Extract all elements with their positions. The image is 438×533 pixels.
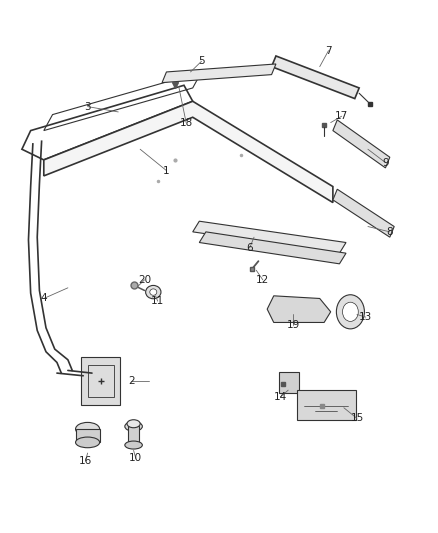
Text: 18: 18: [180, 118, 193, 127]
Text: 6: 6: [246, 243, 253, 253]
Polygon shape: [272, 56, 359, 99]
Ellipse shape: [125, 441, 142, 449]
Polygon shape: [267, 296, 331, 322]
Text: 11: 11: [151, 296, 164, 306]
Text: 16: 16: [79, 456, 92, 466]
Text: 5: 5: [198, 56, 205, 66]
Text: 7: 7: [325, 46, 332, 55]
Text: 8: 8: [386, 227, 393, 237]
Text: 20: 20: [138, 275, 151, 285]
Text: 10: 10: [129, 454, 142, 463]
Text: 3: 3: [84, 102, 91, 111]
Text: 14: 14: [274, 392, 287, 402]
Text: 1: 1: [163, 166, 170, 175]
Polygon shape: [199, 232, 346, 264]
Ellipse shape: [125, 422, 142, 431]
Ellipse shape: [150, 289, 157, 295]
Circle shape: [336, 295, 364, 329]
Ellipse shape: [127, 420, 140, 427]
Circle shape: [343, 302, 358, 321]
Polygon shape: [44, 101, 333, 203]
Text: 13: 13: [359, 312, 372, 322]
Text: 12: 12: [256, 275, 269, 285]
Bar: [128, 426, 139, 445]
Text: 4: 4: [40, 294, 47, 303]
FancyBboxPatch shape: [279, 372, 299, 393]
FancyBboxPatch shape: [297, 390, 356, 420]
Polygon shape: [333, 189, 394, 237]
Polygon shape: [162, 64, 276, 83]
Polygon shape: [193, 221, 346, 253]
Text: 15: 15: [350, 414, 364, 423]
Ellipse shape: [76, 437, 100, 448]
Text: 17: 17: [335, 111, 348, 121]
Text: 19: 19: [287, 320, 300, 330]
Polygon shape: [333, 120, 390, 168]
Ellipse shape: [145, 286, 161, 298]
Bar: [76, 429, 100, 442]
Text: 2: 2: [128, 376, 135, 386]
Text: 9: 9: [382, 158, 389, 167]
FancyBboxPatch shape: [81, 357, 120, 405]
Ellipse shape: [76, 422, 100, 436]
